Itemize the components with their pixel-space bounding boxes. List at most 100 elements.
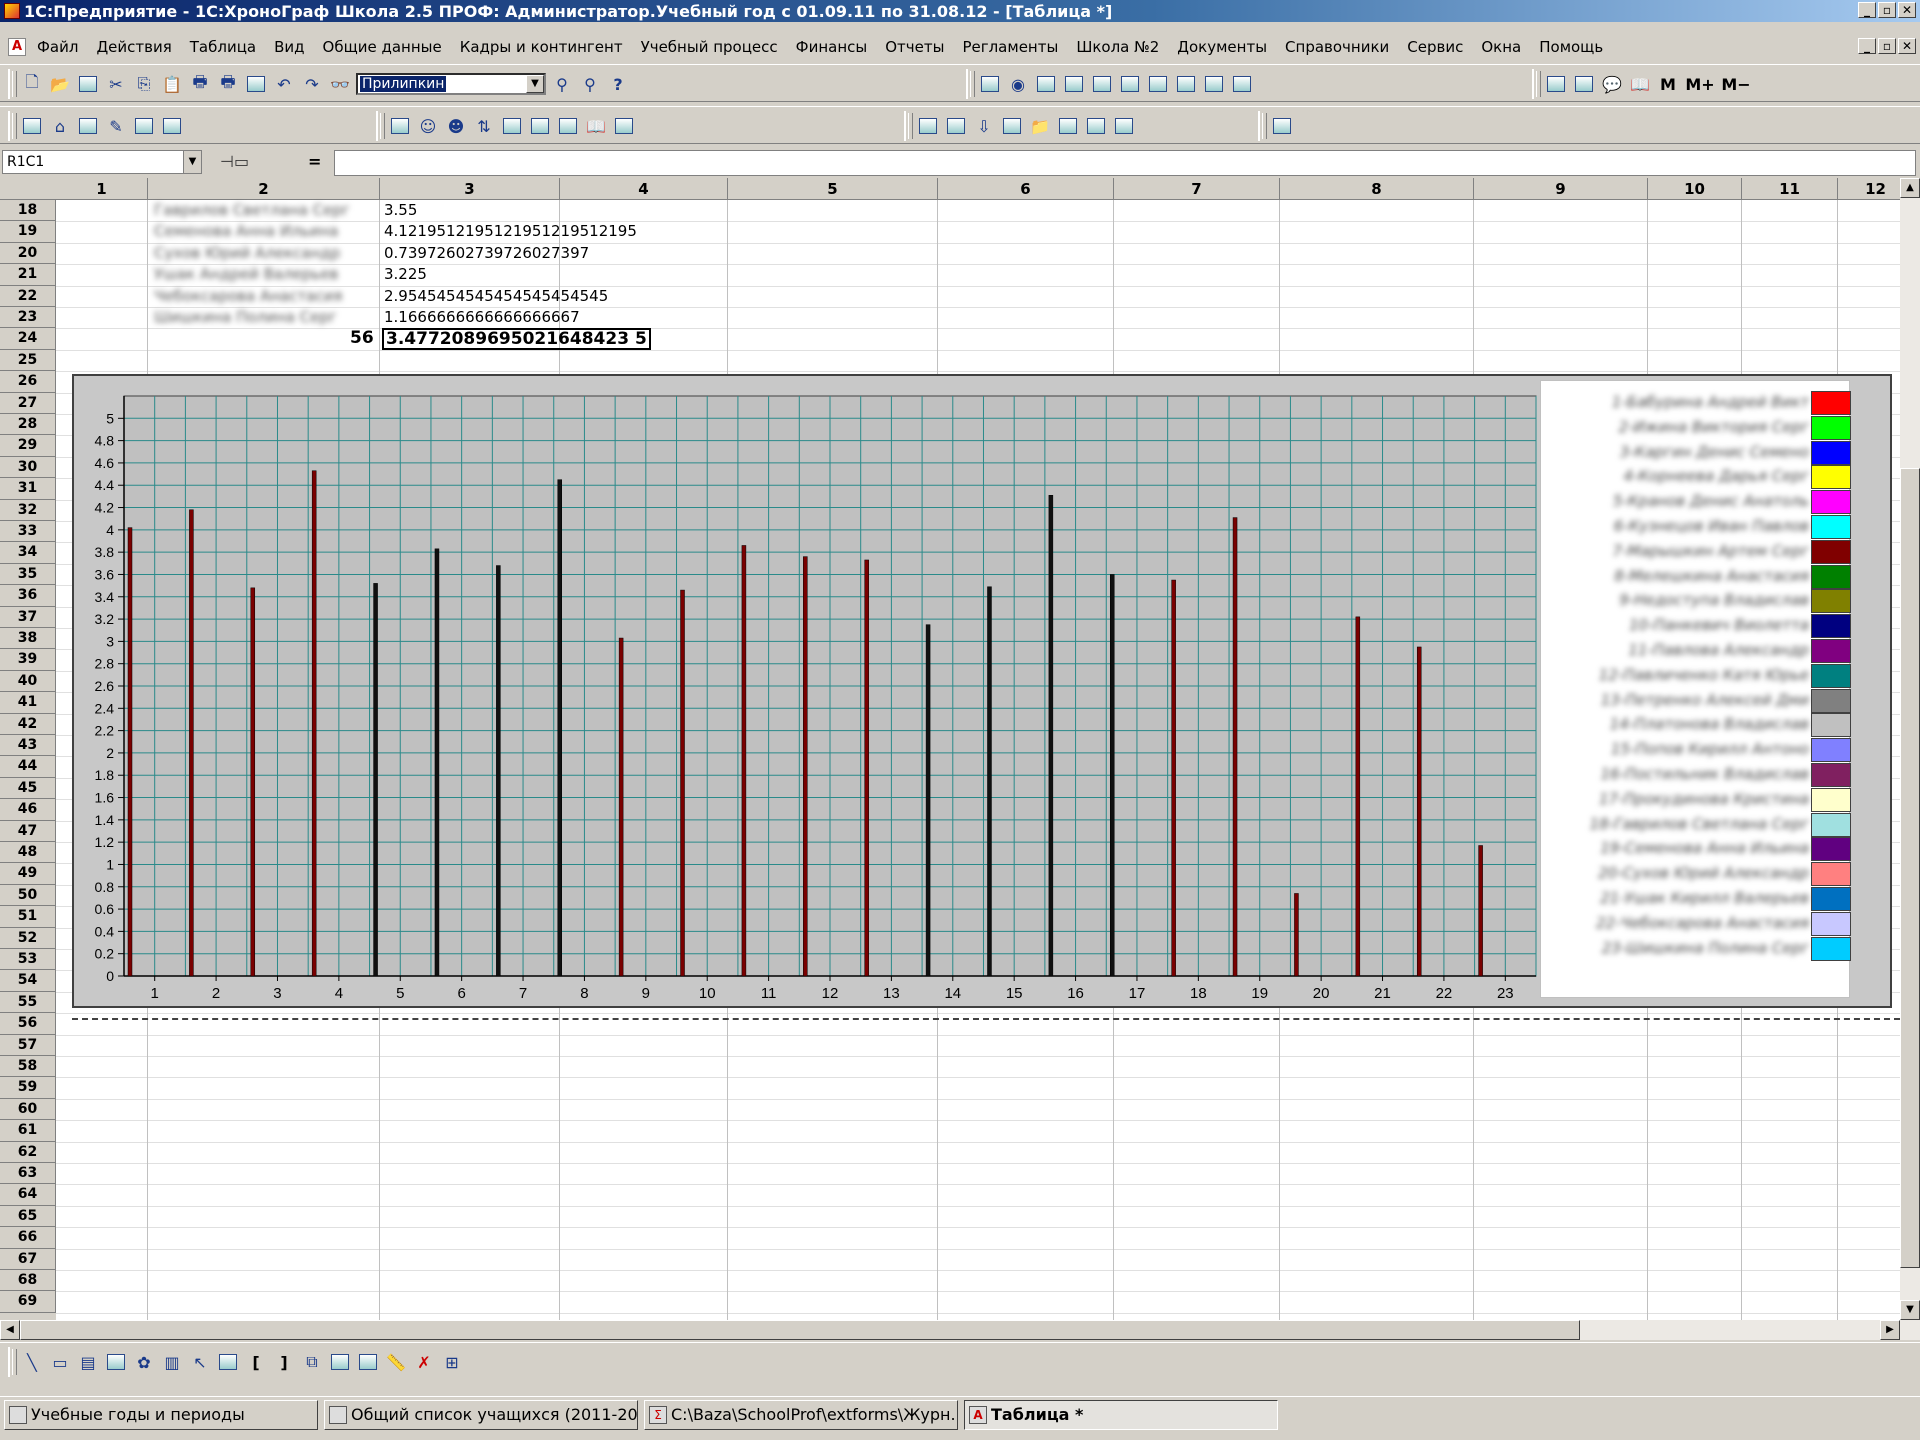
rectangle-tool-icon[interactable]: ▭ [52, 1352, 68, 1372]
student-name-cell[interactable]: Шишкина Полина Серг [154, 308, 337, 326]
row-header[interactable]: 26 [0, 371, 56, 393]
grid-toggle-icon[interactable] [328, 1350, 352, 1374]
scroll-right-icon[interactable]: ▶ [1880, 1320, 1900, 1340]
text-tool-icon[interactable]: ▤ [80, 1352, 96, 1372]
grades-icon[interactable] [1062, 72, 1086, 96]
row-header[interactable]: 56 [0, 1013, 56, 1035]
average-value-cell[interactable]: 4.1219512195121951219512195 [384, 222, 637, 241]
row-header[interactable]: 50 [0, 884, 56, 907]
column-header[interactable]: 8 [1280, 178, 1474, 200]
row-header[interactable]: 27 [0, 392, 56, 414]
delete-object-icon[interactable]: ✗ [417, 1352, 431, 1372]
menu-table[interactable]: Таблица [189, 38, 257, 56]
chart-tool-icon[interactable]: ▥ [164, 1352, 180, 1372]
vertical-scroll-thumb[interactable] [1900, 468, 1920, 1268]
column-header[interactable]: 4 [560, 178, 728, 200]
row-header[interactable]: 47 [0, 820, 56, 842]
chart-icon[interactable] [1146, 72, 1170, 96]
search-combobox[interactable]: Прилипкин ▼ [356, 73, 546, 95]
menu-educational-process[interactable]: Учебный процесс [640, 38, 778, 56]
calendar-icon[interactable] [978, 72, 1002, 96]
row-header[interactable]: 55 [0, 991, 56, 1014]
row-header[interactable]: 19 [0, 221, 56, 243]
row-header[interactable]: 53 [0, 949, 56, 971]
column-header[interactable]: 1 [56, 178, 148, 200]
row-header[interactable]: 35 [0, 563, 56, 586]
scroll-left-icon[interactable]: ◀ [0, 1320, 20, 1340]
presentation-icon[interactable] [1000, 114, 1024, 138]
book-icon[interactable]: 📖 [1630, 74, 1650, 94]
task-external-form[interactable]: Σ C:\Baza\SchoolProf\extforms\Журн... [644, 1399, 958, 1430]
folder-icon[interactable]: 📁 [1030, 116, 1050, 136]
mdi-maximize-button[interactable]: ▫ [1878, 38, 1896, 54]
column-header[interactable]: 9 [1474, 178, 1648, 200]
row-header[interactable]: 63 [0, 1163, 56, 1185]
column-header[interactable]: 7 [1114, 178, 1280, 200]
row-header[interactable]: 64 [0, 1184, 56, 1206]
row-header[interactable]: 66 [0, 1227, 56, 1249]
find-next-icon[interactable]: ⚲ [556, 74, 568, 94]
formula-input[interactable] [334, 150, 1916, 176]
binoculars-icon[interactable]: 👓 [330, 74, 350, 94]
row-header[interactable]: 18 [0, 200, 56, 222]
task-table[interactable]: A Таблица * [964, 1399, 1278, 1430]
arrange-icon[interactable]: ⧉ [306, 1352, 318, 1371]
bracket-close-icon[interactable]: ] [280, 1352, 288, 1372]
total-average-cell[interactable]: 3.4772089695021648423 5 [382, 328, 651, 351]
print-icon[interactable]: 🖶 [192, 71, 208, 91]
users-icon[interactable]: ☺ [419, 116, 437, 136]
menu-file[interactable]: Файл [37, 38, 79, 56]
chevron-down-icon[interactable]: ▼ [183, 151, 201, 173]
save-icon[interactable] [76, 72, 100, 96]
row-header[interactable]: 58 [0, 1056, 56, 1078]
chevron-down-icon[interactable]: ▼ [526, 75, 544, 93]
journal-icon[interactable] [1034, 72, 1058, 96]
undo-icon[interactable]: ↶ [277, 74, 291, 94]
average-value-cell[interactable]: 2.9545454545454545454545 [384, 286, 609, 305]
redo-icon[interactable]: ↷ [305, 74, 319, 94]
memory-plus-button[interactable]: M+ [1685, 74, 1715, 94]
refresh-icon[interactable] [76, 114, 100, 138]
home-icon[interactable]: ⌂ [54, 116, 66, 136]
panel-icon[interactable] [132, 114, 156, 138]
student-name-cell[interactable]: Ушак Андрей Валерьев [154, 265, 339, 284]
pointer-icon[interactable]: ↖ [193, 1352, 207, 1372]
ruler-icon[interactable]: 📏 [386, 1352, 406, 1372]
row-header[interactable]: 30 [0, 456, 56, 479]
ole-object-icon[interactable]: ✿ [137, 1352, 151, 1372]
download-icon[interactable]: ⇩ [977, 116, 991, 136]
row-header[interactable]: 25 [0, 349, 56, 372]
row-header[interactable]: 42 [0, 713, 56, 735]
cut-icon[interactable]: ✂ [109, 74, 123, 94]
unavailable-icon[interactable]: ⊞ [445, 1352, 459, 1372]
row-header[interactable]: 62 [0, 1141, 56, 1163]
export-icon[interactable] [1270, 114, 1294, 138]
row-header[interactable]: 33 [0, 521, 56, 543]
properties-icon[interactable] [244, 72, 268, 96]
menu-school[interactable]: Школа №2 [1076, 38, 1160, 56]
column-header[interactable]: 6 [938, 178, 1114, 200]
headers-toggle-icon[interactable] [356, 1350, 380, 1374]
task-students-list[interactable]: Общий список учащихся (2011-20... [324, 1399, 638, 1430]
row-header[interactable]: 28 [0, 414, 56, 436]
total-count-cell[interactable]: 56 [350, 328, 374, 349]
windows-icon[interactable] [1112, 114, 1136, 138]
row-header[interactable]: 32 [0, 499, 56, 521]
column-header[interactable]: 5 [728, 178, 938, 200]
list-icon[interactable] [388, 114, 412, 138]
group-icon[interactable] [556, 114, 580, 138]
row-header[interactable]: 24 [0, 328, 56, 350]
row-header[interactable]: 57 [0, 1034, 56, 1056]
student-name-cell[interactable]: Семенова Анна Ильина [154, 222, 339, 241]
row-header[interactable]: 68 [0, 1270, 56, 1292]
bracket-open-icon[interactable]: [ [252, 1352, 260, 1372]
student-name-cell[interactable]: Чебоксарова Анастасия [154, 286, 343, 305]
calc-icon[interactable] [1572, 72, 1596, 96]
row-header[interactable]: 48 [0, 842, 56, 864]
menu-help[interactable]: Помощь [1539, 38, 1604, 56]
row-header[interactable]: 59 [0, 1077, 56, 1099]
group-tool-icon[interactable] [216, 1350, 240, 1374]
row-header[interactable]: 23 [0, 307, 56, 329]
row-header[interactable]: 36 [0, 585, 56, 607]
menu-regulations[interactable]: Регламенты [962, 38, 1059, 56]
